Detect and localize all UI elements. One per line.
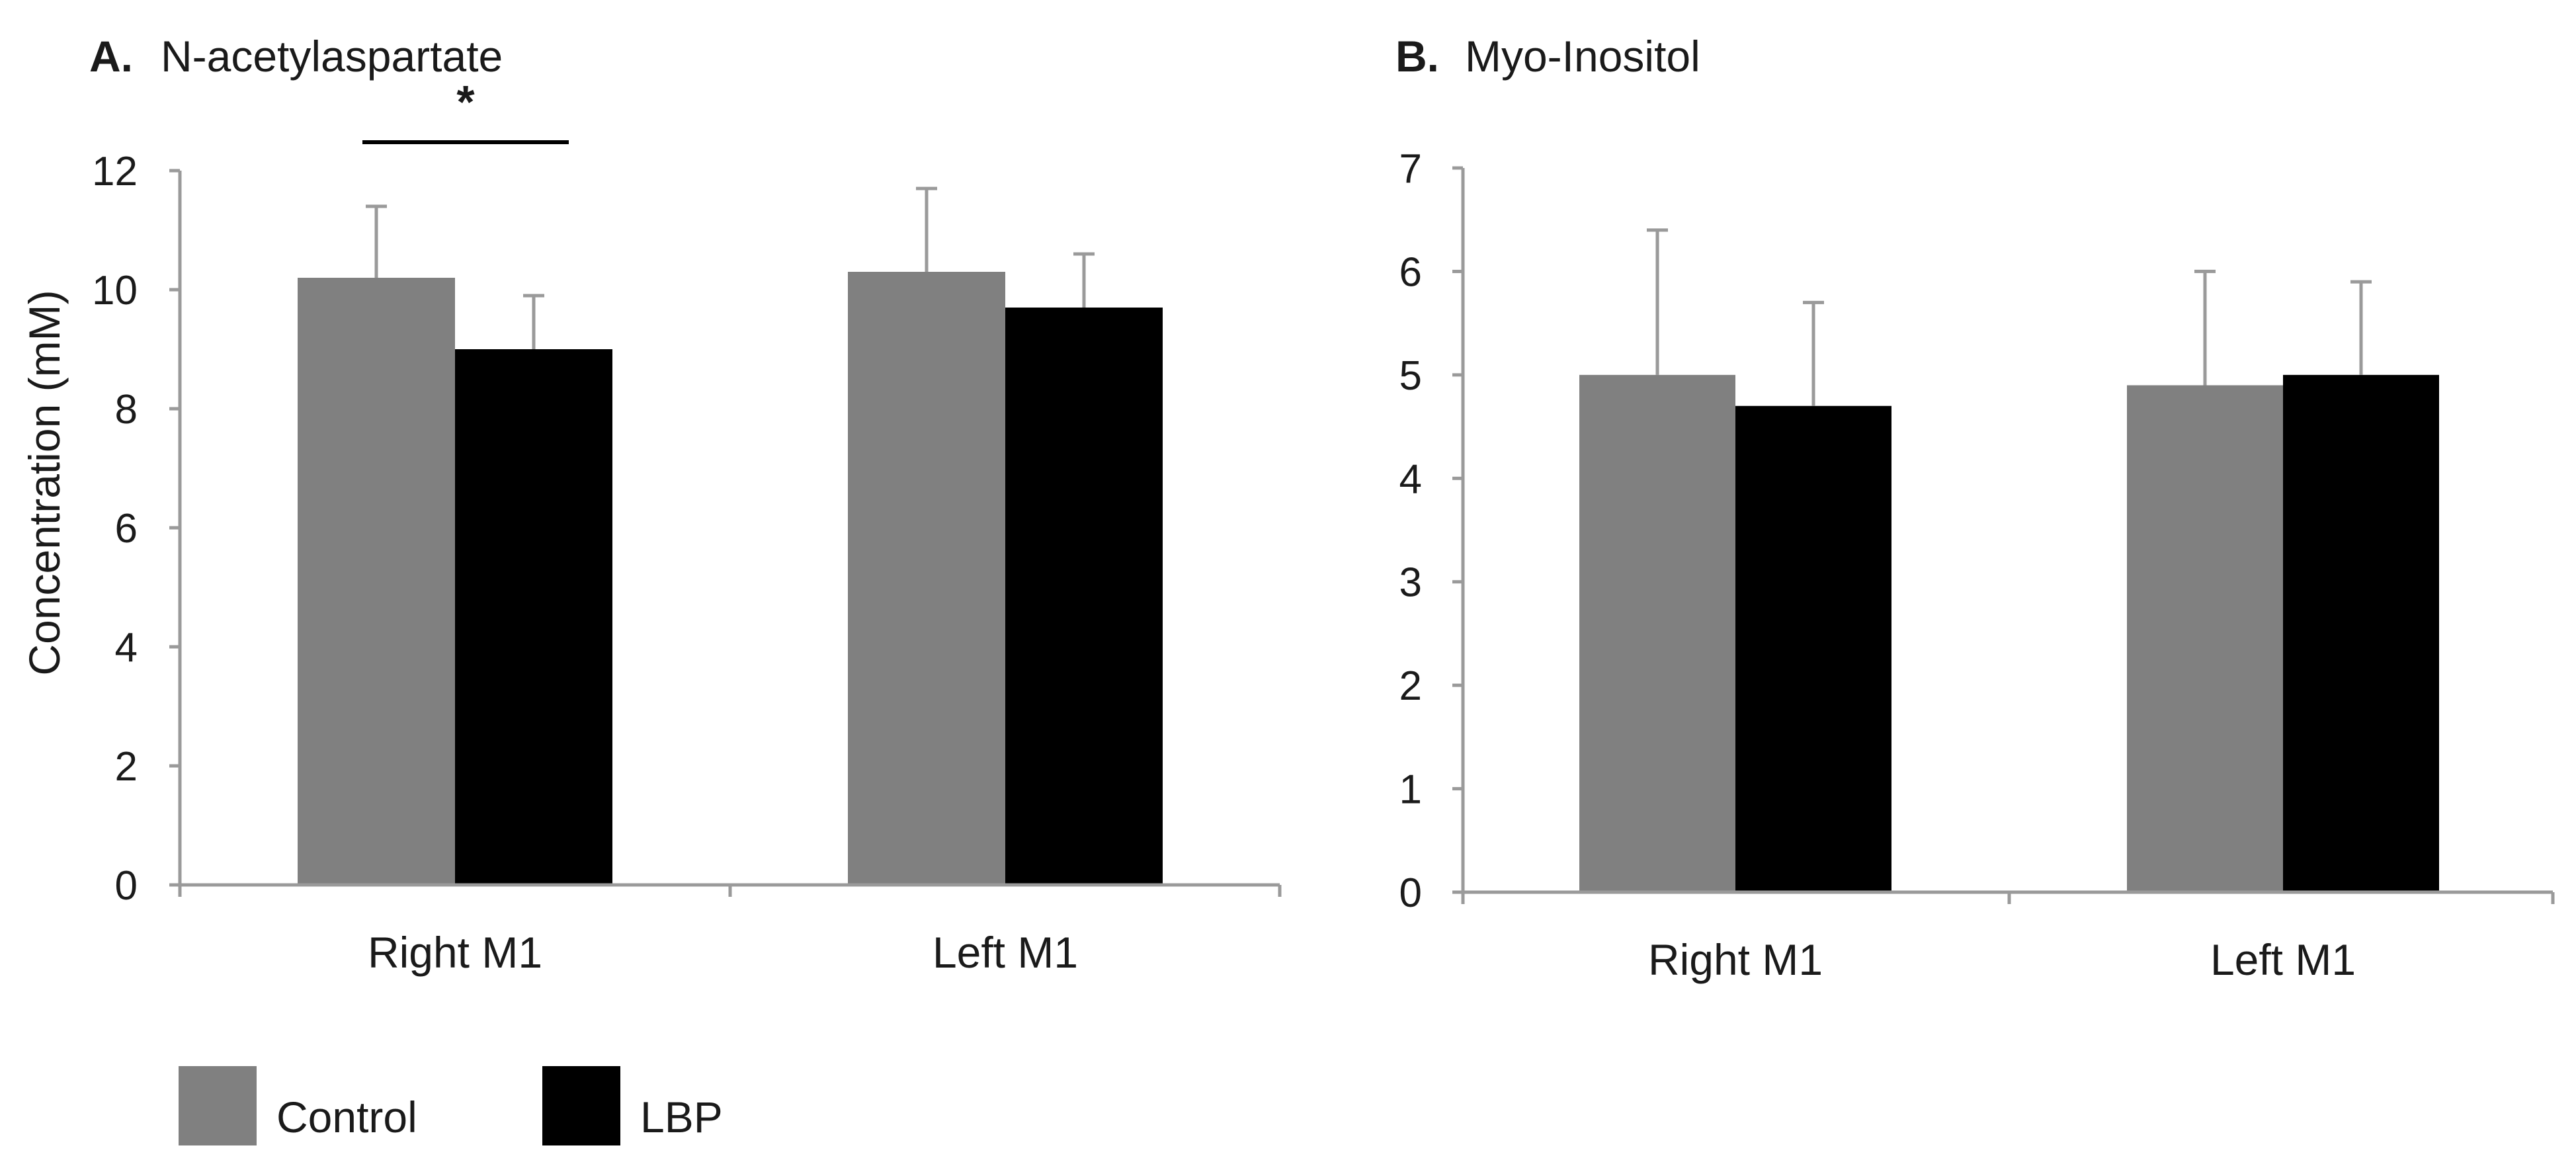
panel-b-ytick-label: 4 — [1399, 456, 1422, 502]
panel-b-letter: B. — [1395, 32, 1439, 81]
panel-a-chart: A. N-acetylaspartate Concentration (mM) … — [20, 32, 1282, 977]
panel-a-ytick-label: 12 — [92, 149, 138, 194]
panel-a-ytick-label: 8 — [115, 387, 138, 433]
legend-swatch-control — [179, 1066, 257, 1145]
panel-b-category-label: Right M1 — [1648, 935, 1823, 984]
bar-lbp-right-m1 — [1735, 405, 1891, 892]
legend-label-lbp: LBP — [640, 1093, 723, 1142]
panel-a-ytick-label: 0 — [115, 863, 138, 909]
bar-lbp-right-m1 — [455, 349, 612, 885]
panel-a-ytick-label: 2 — [115, 744, 138, 790]
panel-b-ytick-label: 1 — [1399, 767, 1422, 813]
bar-control-right-m1 — [1579, 374, 1735, 892]
panel-b-ytick-label: 7 — [1399, 146, 1422, 192]
bar-lbp-left-m1 — [1005, 308, 1163, 885]
panel-a-title: N-acetylaspartate — [161, 32, 503, 81]
panel-b-chart: B. Myo-Inositol 0 1 2 3 4 5 6 7 Right M1 Left M1 — [1395, 32, 2555, 984]
legend: Control LBP — [179, 1066, 723, 1145]
panel-b-ytick-label: 2 — [1399, 663, 1422, 709]
panel-b-ytick-label: 0 — [1399, 870, 1422, 916]
bar-control-right-m1 — [298, 278, 455, 885]
panel-b-ytick-label: 3 — [1399, 560, 1422, 606]
legend-label-control: Control — [276, 1093, 417, 1142]
panel-a-category-label: Right M1 — [368, 928, 542, 977]
panel-a-category-label: Left M1 — [933, 928, 1078, 977]
panel-a-ytick-label: 6 — [115, 506, 138, 552]
bar-control-left-m1 — [848, 272, 1005, 885]
panel-a-letter: A. — [89, 32, 133, 81]
panel-b-category-label: Left M1 — [2210, 935, 2356, 984]
bar-lbp-left-m1 — [2283, 374, 2439, 892]
panel-a-ytick-label: 4 — [115, 625, 138, 671]
legend-swatch-lbp — [542, 1066, 620, 1145]
panel-a-ylabel: Concentration (mM) — [20, 290, 69, 675]
bar-control-left-m1 — [2127, 385, 2283, 892]
panel-b-title: Myo-Inositol — [1465, 32, 1700, 81]
panel-b-ytick-label: 5 — [1399, 353, 1422, 399]
significance-star: * — [456, 76, 475, 128]
panel-b-ytick-label: 6 — [1399, 249, 1422, 295]
panel-a-ytick-label: 10 — [92, 268, 138, 313]
